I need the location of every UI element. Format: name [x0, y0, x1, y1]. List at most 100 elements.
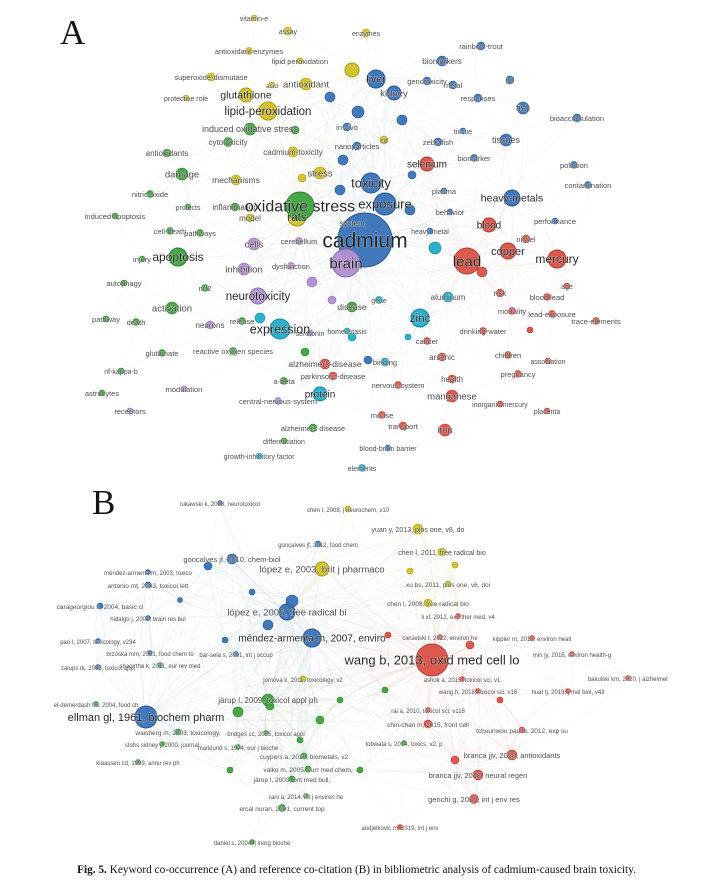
network-node-inhibition — [237, 262, 251, 276]
edge-link — [145, 716, 293, 780]
edge-link — [97, 605, 105, 668]
edge-link — [319, 719, 405, 744]
network-node-risk — [495, 288, 505, 298]
node-label: ciesielski t, 2012, environ he — [402, 636, 478, 642]
edge-link — [291, 719, 321, 780]
network-node-iron — [438, 423, 452, 437]
node-label: behavior — [436, 208, 465, 217]
edge-link — [267, 624, 341, 701]
edge-link — [177, 179, 237, 258]
edge-link — [97, 660, 161, 668]
edge-link — [267, 611, 288, 701]
node-label: ashok a, 2015, toxicol sci, v1 — [424, 678, 501, 684]
node-label: rats — [287, 212, 306, 224]
network-node-exposure — [373, 192, 397, 216]
network-node-modulation — [180, 385, 188, 393]
edge-link — [281, 769, 361, 809]
edge-link — [329, 96, 386, 205]
edge-link — [259, 317, 326, 365]
edge-link — [383, 139, 439, 145]
node-label: binding — [373, 358, 397, 367]
node-label: marklund s, 1974, eur j bioche — [198, 746, 279, 752]
network-node-tissue — [459, 127, 467, 135]
edge-link — [321, 551, 443, 576]
node-label: bridges cc, 2005, toxicol appl — [227, 732, 304, 738]
edge-link — [99, 595, 433, 661]
network-node-chin-chan-m-2015-front-cell — [423, 719, 433, 729]
edge-link — [181, 173, 251, 219]
edge-link — [461, 678, 513, 756]
node-label: tobwala s, 2014, toxics, v2, p — [365, 742, 443, 748]
edge-link — [291, 659, 433, 780]
node-label: bar-sela s, 2001, int j occup — [199, 653, 273, 659]
edge-link — [438, 583, 449, 638]
edge-link — [427, 678, 463, 725]
edge-link — [477, 699, 501, 776]
network-node-cd — [379, 135, 389, 145]
edge-link — [159, 659, 433, 688]
node-label: huat tj, 2019, j mol biol, v43 — [531, 690, 605, 696]
network-node-disease — [346, 301, 358, 313]
edge-link — [319, 568, 328, 721]
network-node-cell-death — [166, 227, 174, 235]
edge-link — [359, 769, 401, 828]
network-node — [428, 241, 442, 255]
node-label: fish — [516, 103, 530, 113]
node-label: cadmium — [322, 229, 407, 252]
edge-link — [145, 558, 233, 718]
edge-link — [378, 299, 409, 338]
edge-link — [279, 216, 298, 330]
network-node-blood-brain-barrier — [384, 444, 392, 452]
edge-link — [473, 45, 482, 99]
node-label: autophagy — [106, 279, 141, 288]
edge-link — [269, 659, 433, 707]
node-label: age — [561, 284, 573, 291]
edge-link — [419, 305, 513, 319]
node-label: neurons — [196, 321, 225, 330]
edge-link — [311, 626, 471, 646]
edge-link — [517, 373, 548, 412]
node-label: carageorgiou h, 2004, basic cl — [57, 604, 144, 611]
node-label: induced apoptosis — [85, 212, 146, 221]
edge-link — [161, 328, 281, 354]
node-label: jomova k, 2011, toxicology, v2 — [262, 678, 343, 684]
edge-link — [411, 174, 451, 213]
edge-link — [419, 317, 446, 431]
network-node — [265, 701, 275, 711]
edge-link — [177, 659, 433, 733]
edge-link — [571, 653, 629, 679]
edge-link — [168, 307, 185, 390]
edge-link — [477, 729, 523, 776]
node-label: selenium — [407, 160, 447, 171]
edge-link — [248, 50, 301, 63]
edge-link — [291, 600, 429, 614]
node-label: nrf2 — [199, 284, 212, 293]
node-label: järup l, 2009, toxicol appl ph — [217, 696, 318, 705]
node-label: pregnancy — [500, 370, 535, 379]
node-label: goncalves jf, 2010, chem-biol — [183, 555, 280, 564]
edge-link — [181, 110, 269, 175]
edge-link — [161, 743, 231, 771]
node-label: heavy-metals — [481, 193, 543, 205]
edge-link — [477, 690, 513, 756]
edge-link — [339, 111, 359, 191]
edge-link — [339, 189, 468, 262]
edge-link — [507, 310, 513, 356]
nodes-b — [93, 500, 631, 845]
network-node — [315, 715, 325, 725]
edge-link — [227, 83, 307, 143]
node-label: hidalgo j, 2001, brain res bul — [110, 617, 185, 623]
edge-link — [299, 205, 558, 268]
edge-link — [99, 605, 161, 666]
node-label: genchi g, 2020, int j env res — [428, 795, 520, 804]
node-label: daniel s, 2004, j inorg bioche — [214, 841, 291, 847]
node-label: rani a, 2014, int j environ he — [269, 795, 344, 801]
edge-link — [265, 719, 321, 734]
edge-link — [399, 774, 479, 828]
edge-link — [243, 203, 386, 270]
edge-link — [231, 558, 321, 721]
edge-link — [466, 107, 524, 262]
edge-link — [345, 250, 509, 273]
edge-link — [145, 716, 429, 725]
network-node-xu-bs-2011-plos-one-v6-doi — [444, 580, 452, 588]
